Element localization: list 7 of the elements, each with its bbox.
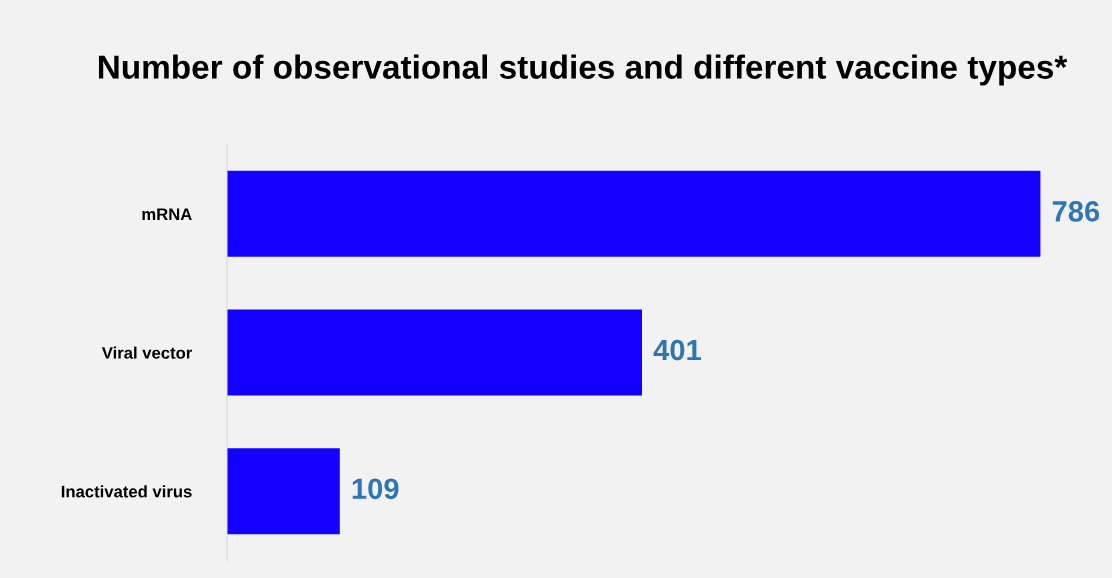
chart-title: Number of observational studies and different vaccine types* — [98, 54, 1068, 86]
y-tick-label: Viral vector — [101, 346, 193, 359]
data-label: 109 — [352, 478, 399, 500]
data-label: 401 — [653, 339, 701, 361]
y-tick-label: Inactivated virus — [61, 485, 192, 498]
y-tick-label: mRNA — [142, 208, 192, 220]
data-label: 786 — [1052, 201, 1100, 222]
